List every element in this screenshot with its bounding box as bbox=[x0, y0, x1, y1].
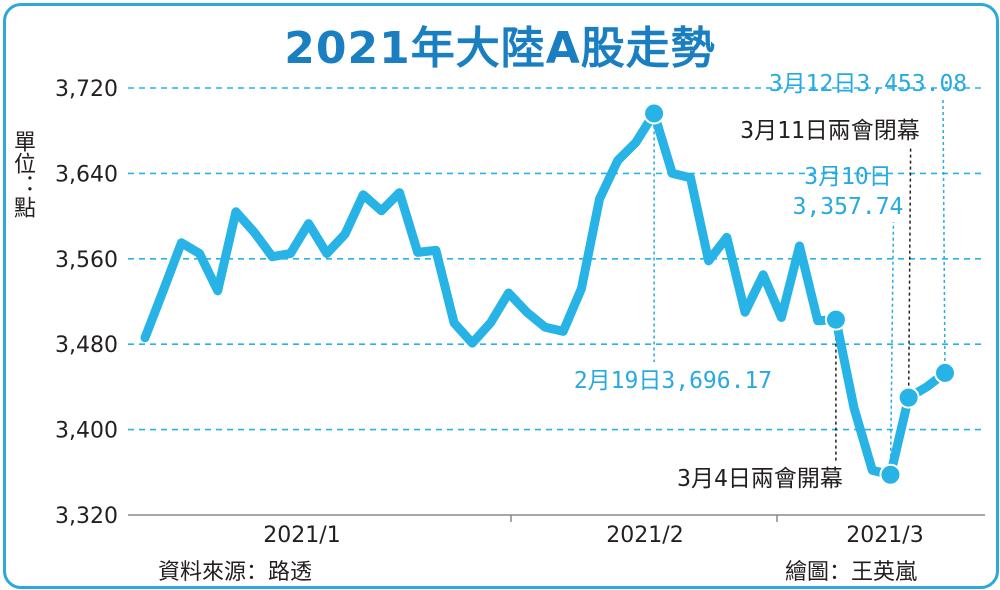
y-axis-unit-label: 單位：點 bbox=[10, 130, 35, 218]
data-point-marker bbox=[824, 308, 847, 331]
annotation-leader bbox=[889, 221, 895, 475]
annotation-leader bbox=[907, 145, 912, 398]
annotation-label: 3月4日兩會開幕 bbox=[677, 466, 843, 492]
x-tick-label: 2021/1 bbox=[263, 523, 340, 548]
annotation-label: 3月10日 bbox=[804, 164, 892, 190]
chart-frame bbox=[3, 3, 999, 589]
data-point-marker bbox=[897, 386, 920, 409]
annotation-leader bbox=[942, 99, 946, 373]
data-source: 資料來源：路透 bbox=[158, 560, 313, 585]
y-tick-label: 3,720 bbox=[55, 77, 118, 102]
data-point-marker bbox=[934, 361, 956, 384]
y-tick-label: 3,640 bbox=[55, 162, 118, 187]
y-tick-label: 3,320 bbox=[55, 504, 118, 529]
chart-title: 2021年大陸A股走勢 bbox=[284, 23, 716, 74]
series-line bbox=[140, 108, 950, 480]
y-tick-label: 3,480 bbox=[55, 333, 118, 358]
annotation-label: 3月12日3,453.08 bbox=[769, 71, 967, 97]
x-tick-label: 2021/3 bbox=[846, 523, 923, 548]
annotation-label: 3,357.74 bbox=[793, 194, 904, 220]
data-point-marker bbox=[879, 463, 902, 486]
x-tick-label: 2021/2 bbox=[606, 523, 683, 548]
data-point-marker bbox=[643, 102, 666, 125]
y-tick-label: 3,400 bbox=[55, 419, 118, 444]
graphic-credit: 繪圖：王英嵐 bbox=[785, 560, 918, 585]
y-tick-label: 3,560 bbox=[55, 248, 118, 273]
annotation-label: 3月11日兩會閉幕 bbox=[740, 118, 920, 144]
annotation-label: 2月19日3,696.17 bbox=[574, 368, 772, 394]
